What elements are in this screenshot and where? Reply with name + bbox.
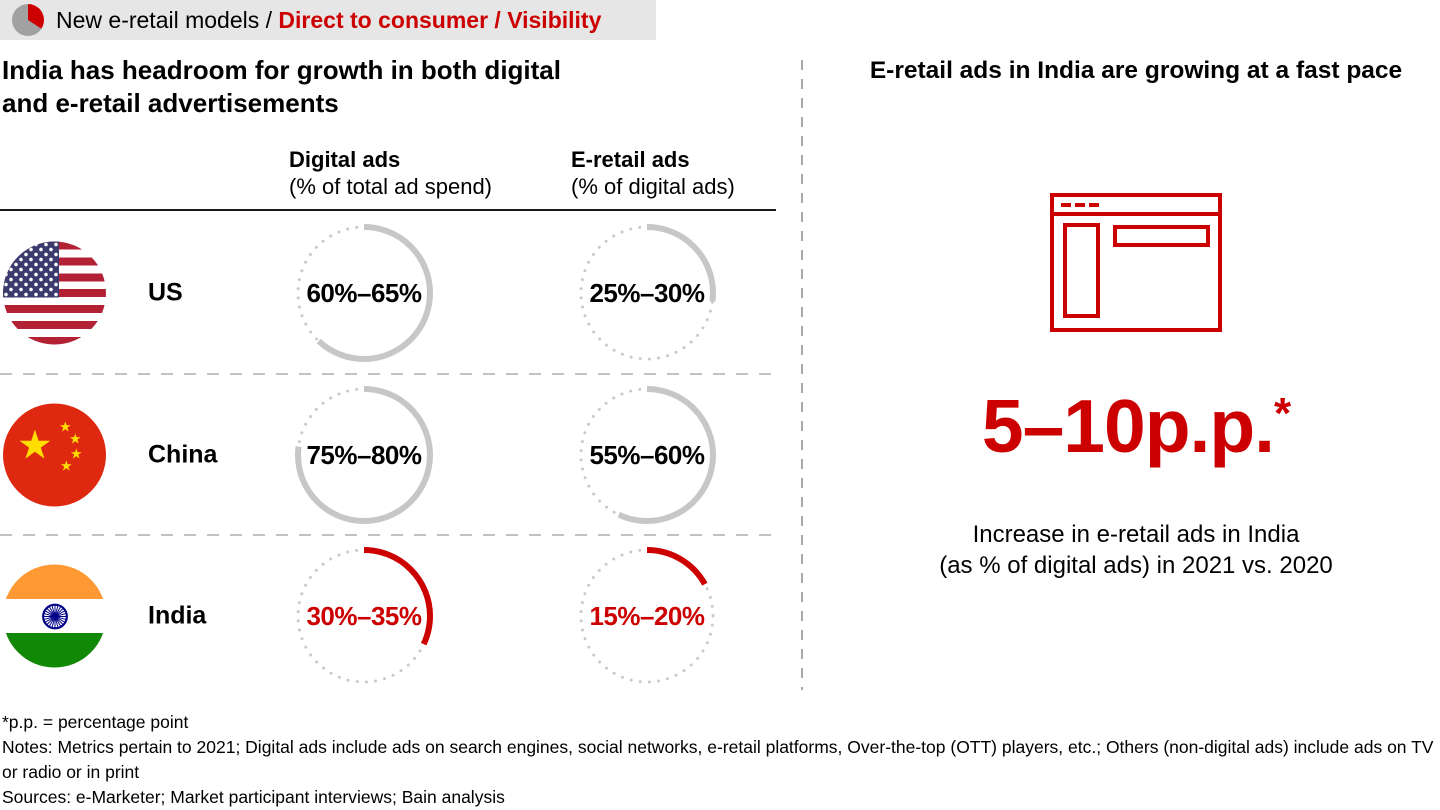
gauge-value: 30%–35%: [306, 600, 422, 631]
gauge-value: 75%–80%: [306, 439, 422, 470]
panel-divider: [801, 60, 803, 690]
left-panel-title-line2: and e-retail advertisements: [2, 88, 339, 118]
gauge-us-digital-ads: 60%–65%: [291, 220, 437, 366]
breadcrumb: New e-retail models / Direct to consumer…: [0, 0, 656, 40]
browser-window-titlebar: [1054, 197, 1218, 216]
china-flag-icon: ★ ★ ★ ★ ★: [3, 403, 106, 507]
gauge-us-eretail-ads: 25%–30%: [574, 220, 720, 366]
country-label: US: [148, 278, 183, 307]
us-flag-icon: [3, 241, 106, 345]
column-subtitle: (% of total ad spend): [289, 174, 493, 199]
gauge-ring: [295, 224, 433, 362]
browser-window-banner: [1113, 225, 1210, 247]
left-panel-title: India has headroom for growth in both di…: [2, 54, 561, 120]
metric-caption-line2: (as % of digital ads) in 2021 vs. 2020: [939, 552, 1333, 579]
pie-chart-icon: [12, 4, 44, 36]
gauge-ring: [295, 386, 433, 524]
row-separator: [0, 373, 772, 375]
country-label: China: [148, 440, 218, 469]
gauge-ring: [578, 386, 716, 524]
gauge-value: 15%–20%: [589, 600, 705, 631]
metric-value: 5–10p.p.: [981, 384, 1275, 468]
breadcrumb-highlight: Direct to consumer / Visibility: [278, 6, 602, 33]
column-subtitle: (% of digital ads): [571, 174, 735, 199]
gauge-india-eretail-ads: 15%–20%: [574, 543, 720, 689]
column-title: E-retail ads: [571, 147, 690, 172]
metric-caption-line1: Increase in e-retail ads in India: [972, 521, 1300, 548]
gauge-ring: [578, 547, 716, 685]
column-header-digital-ads: Digital ads (% of total ad spend): [289, 146, 492, 200]
gauge-value: 60%–65%: [306, 277, 422, 308]
gauge-ring: [578, 224, 716, 362]
footnote-sources: Sources: e-Marketer; Market participant …: [2, 787, 505, 807]
gauge-china-digital-ads: 75%–80%: [291, 382, 437, 528]
us-flag-canton: [3, 241, 59, 298]
table-header-rule: [0, 209, 776, 211]
gauge-value: 55%–60%: [589, 439, 705, 470]
breadcrumb-section: New e-retail models /: [56, 6, 279, 33]
india-flag-icon: [3, 564, 106, 668]
right-panel-title: E-retail ads in India are growing at a f…: [869, 57, 1403, 84]
footnote-notes: Notes: Metrics pertain to 2021; Digital …: [2, 737, 1434, 782]
metric-asterisk: *: [1274, 389, 1291, 438]
column-title: Digital ads: [289, 147, 401, 172]
left-panel-title-line1: India has headroom for growth in both di…: [2, 55, 561, 85]
gauge-ring: [295, 547, 433, 685]
footnote-asterisk: *p.p. = percentage point: [2, 712, 189, 732]
column-header-eretail-ads: E-retail ads (% of digital ads): [571, 146, 735, 200]
browser-window-icon: [1050, 193, 1222, 332]
table-row-china: ★ ★ ★ ★ ★ China 75%–80% 55%–60%: [0, 375, 776, 535]
metric-callout: 5–10p.p.*: [830, 385, 1440, 468]
table-row-india: India 30%–35% 15%–20%: [0, 536, 776, 696]
country-label: India: [148, 601, 207, 630]
row-separator: [0, 534, 772, 536]
footnotes: *p.p. = percentage point Notes: Metrics …: [2, 710, 1439, 810]
ashoka-chakra-icon: [41, 603, 68, 629]
metric-caption: Increase in e-retail ads in India (as % …: [830, 519, 1440, 581]
gauge-value: 25%–30%: [589, 277, 705, 308]
gauge-china-eretail-ads: 55%–60%: [574, 382, 720, 528]
gauge-india-digital-ads: 30%–35%: [291, 543, 437, 689]
breadcrumb-text: New e-retail models / Direct to consumer…: [56, 7, 601, 34]
table-row-us: US 60%–65% 25%–30%: [0, 213, 776, 373]
browser-window-sidebar: [1063, 223, 1100, 318]
